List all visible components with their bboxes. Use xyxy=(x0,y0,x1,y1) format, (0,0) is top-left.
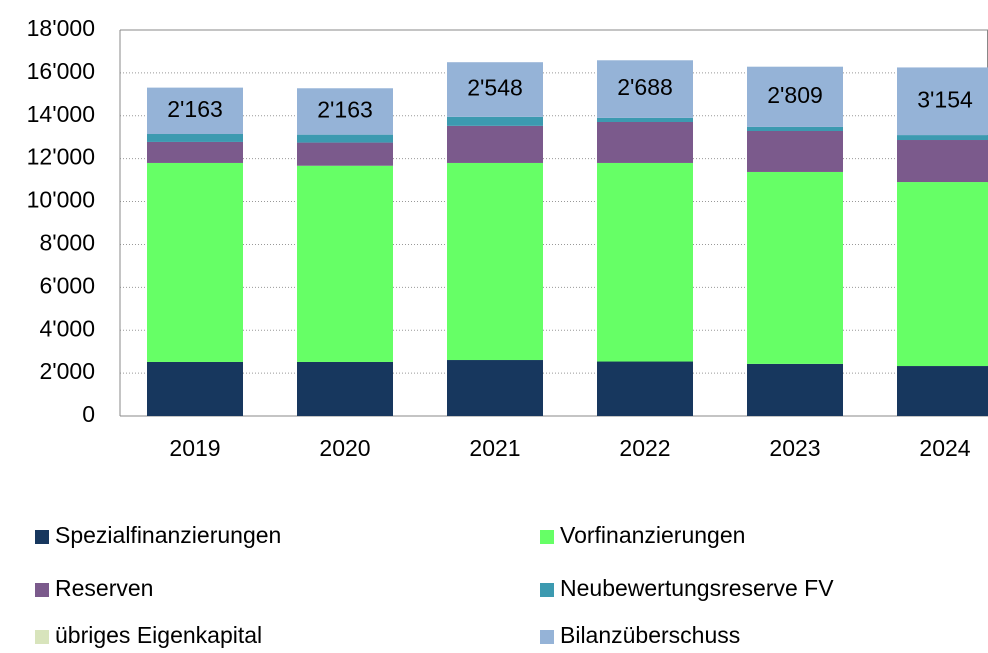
bar-segment xyxy=(447,125,543,163)
legend-label: übriges Eigenkapital xyxy=(55,622,262,648)
legend-swatch xyxy=(540,530,554,544)
y-tick-label: 2'000 xyxy=(39,358,95,384)
legend-label: Bilanzüberschuss xyxy=(560,622,740,648)
bar-segment xyxy=(447,360,543,416)
legend-label: Vorfinanzierungen xyxy=(560,522,745,548)
legend-label: Spezialfinanzierungen xyxy=(55,522,281,548)
y-tick-label: 14'000 xyxy=(27,101,95,127)
data-label: 3'154 xyxy=(917,86,973,112)
bar-segment xyxy=(297,88,393,135)
legend-swatch xyxy=(35,583,49,597)
legend-swatch xyxy=(540,630,554,644)
legend-label: Neubewertungsreserve FV xyxy=(560,575,834,601)
y-tick-label: 4'000 xyxy=(39,315,95,341)
bar-segment xyxy=(897,366,988,416)
x-tick-label: 2022 xyxy=(619,435,670,461)
bar-segment xyxy=(597,121,693,163)
x-tick-label: 2019 xyxy=(169,435,220,461)
bar-segment xyxy=(597,117,693,122)
bar-segment xyxy=(297,165,393,362)
bar-segment xyxy=(897,140,988,183)
x-tick-label: 2021 xyxy=(469,435,520,461)
data-label: 2'809 xyxy=(767,82,823,108)
bar-segment xyxy=(297,142,393,166)
bar-segment xyxy=(897,182,988,367)
bar-segment xyxy=(147,87,243,135)
bar-segment xyxy=(897,67,988,136)
bar-segment xyxy=(447,62,543,117)
data-label: 2'688 xyxy=(617,74,673,100)
legend-label: Reserven xyxy=(55,575,153,601)
data-label: 2'163 xyxy=(317,97,373,123)
x-tick-label: 2020 xyxy=(319,435,370,461)
bar-segment xyxy=(597,361,693,416)
y-tick-label: 16'000 xyxy=(27,58,95,84)
bar-segment xyxy=(747,363,843,416)
y-tick-label: 0 xyxy=(82,401,95,427)
bar-segment xyxy=(747,131,843,172)
legend-swatch xyxy=(35,530,49,544)
y-tick-label: 6'000 xyxy=(39,272,95,298)
y-tick-label: 10'000 xyxy=(27,187,95,213)
bar-segment xyxy=(747,66,843,127)
y-tick-label: 12'000 xyxy=(27,144,95,170)
y-tick-label: 8'000 xyxy=(39,230,95,256)
bar-segment xyxy=(147,361,243,416)
bar-segment xyxy=(447,116,543,126)
bar-segment xyxy=(147,141,243,163)
x-tick-label: 2023 xyxy=(769,435,820,461)
bar-segment xyxy=(147,134,243,142)
y-tick-label: 18'000 xyxy=(27,15,95,41)
x-tick-label: 2024 xyxy=(919,435,970,461)
data-label: 2'163 xyxy=(167,96,223,122)
bar-segment xyxy=(147,162,243,362)
legend-swatch xyxy=(35,630,49,644)
bar-segment xyxy=(597,162,693,362)
bar-segment xyxy=(297,361,393,416)
bar-segment xyxy=(747,126,843,132)
bar-segment xyxy=(897,135,988,141)
bar-segment xyxy=(297,134,393,143)
legend-swatch xyxy=(540,583,554,597)
data-label: 2'548 xyxy=(467,75,523,101)
bar-segment xyxy=(747,171,843,364)
bar-segment xyxy=(447,162,543,361)
bar-segment xyxy=(597,60,693,118)
